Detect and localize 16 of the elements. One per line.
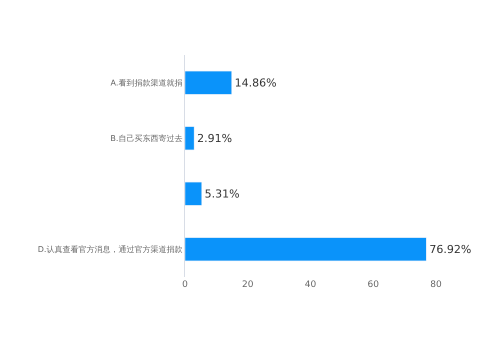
y-tick-label: D.认真查看官方消息，通过官方渠道捐款: [38, 245, 182, 254]
bar: [185, 182, 202, 206]
x-tick-label: 20: [242, 280, 254, 290]
data-label: 14.86%: [234, 76, 277, 90]
x-tick-label: 60: [368, 280, 380, 290]
data-label: 5.31%: [204, 187, 240, 200]
x-tick-label: 0: [182, 280, 188, 290]
x-tick-label: 80: [430, 280, 442, 290]
x-tick-label: 40: [304, 280, 316, 290]
data-label: 76.92%: [429, 242, 472, 256]
bar: [185, 126, 194, 150]
bar: [185, 237, 427, 262]
y-tick-label: A.看到捐款渠道就捐: [110, 78, 182, 88]
y-tick-label: B.自己买东西寄过去: [110, 134, 182, 144]
data-label: 2.91%: [197, 132, 232, 145]
bar: [185, 70, 232, 95]
